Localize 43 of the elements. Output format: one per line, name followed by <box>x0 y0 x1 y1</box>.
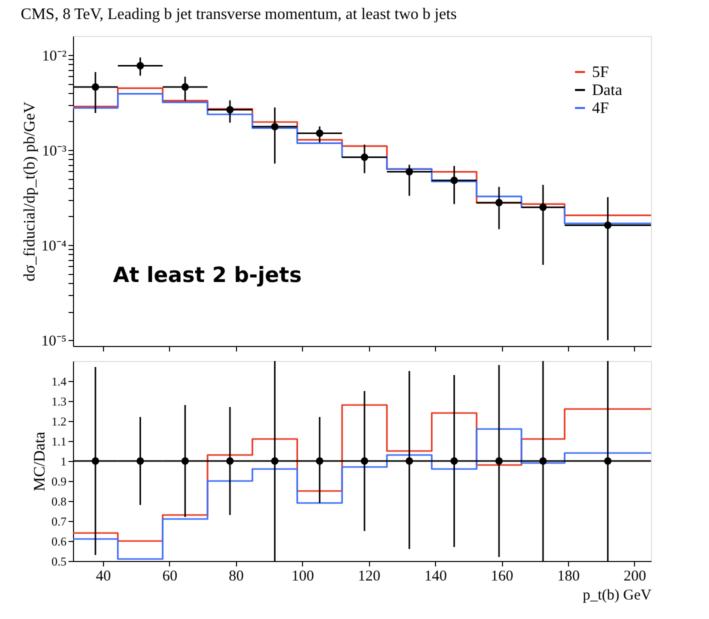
y-tick-label: 1 <box>60 454 66 468</box>
y-tick-label: 1.2 <box>52 414 66 428</box>
point <box>360 154 368 161</box>
point <box>406 168 414 176</box>
point <box>271 122 279 130</box>
point <box>226 106 234 114</box>
x-tick-label: 180 <box>557 568 580 584</box>
y-tick-label: 1.1 <box>52 434 66 448</box>
y-tick-label: 0.8 <box>52 494 66 508</box>
point <box>92 83 100 91</box>
x-tick-label: 60 <box>162 568 178 584</box>
x-tick-label: 120 <box>358 568 380 584</box>
y-tick-label: 0.6 <box>52 534 66 548</box>
chart-title: CMS, 8 TeV, Leading b jet transverse momentum, at least two b jets <box>20 6 457 23</box>
y-tick-label: 10⁻⁴ <box>41 238 66 255</box>
y-tick-label: 10⁻³ <box>42 144 67 160</box>
x-tick-label: 140 <box>424 568 447 584</box>
y-tick-label: 10⁻⁵ <box>41 334 66 350</box>
point <box>450 176 458 184</box>
x-tick-label: 80 <box>228 568 244 584</box>
x-tick-label: 100 <box>291 568 314 584</box>
point <box>316 130 324 137</box>
legend-label: 4F <box>592 100 609 117</box>
x-tick-label: 40 <box>96 568 111 584</box>
y-tick-label: 10⁻² <box>42 48 67 64</box>
y-tick-label: 0.7 <box>52 514 66 528</box>
y-axis-title: MC/Data <box>32 432 48 492</box>
y-tick-label: 1.3 <box>52 394 66 408</box>
legend-label: Data <box>592 82 622 99</box>
x-axis-title: p_t(b) GeV <box>582 588 652 604</box>
legend-label: 5F <box>592 64 609 81</box>
annotation: At least 2 b-jets <box>113 263 302 287</box>
point <box>539 204 547 211</box>
y-tick-label: 1.4 <box>52 374 66 388</box>
point <box>181 83 189 91</box>
point <box>136 62 144 70</box>
y-axis-title: dσ_fiducial/dp_t(b) pb/GeV <box>21 101 38 282</box>
y-tick-label: 0.9 <box>52 474 66 488</box>
x-tick-label: 200 <box>624 568 646 584</box>
y-tick-label: 0.5 <box>52 554 66 568</box>
x-tick-label: 160 <box>490 568 514 584</box>
point <box>604 222 612 229</box>
point <box>495 198 503 206</box>
